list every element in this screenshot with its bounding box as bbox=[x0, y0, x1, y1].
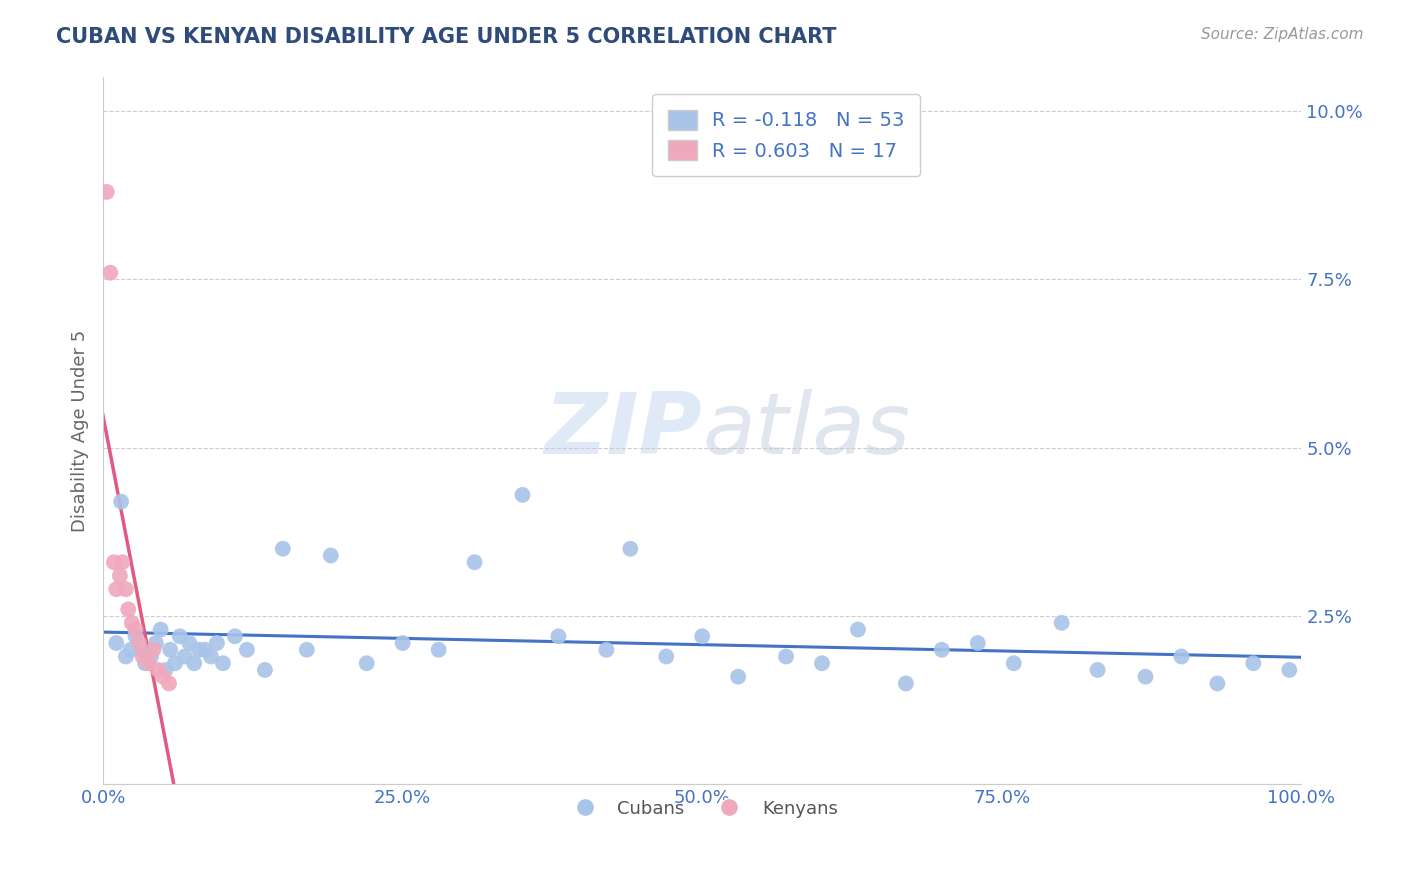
Point bbox=[134, 657, 156, 671]
Point bbox=[966, 636, 988, 650]
Point bbox=[124, 629, 146, 643]
Point bbox=[131, 649, 153, 664]
Point bbox=[108, 568, 131, 582]
Point bbox=[464, 555, 486, 569]
Point bbox=[157, 676, 180, 690]
Point bbox=[120, 642, 142, 657]
Point bbox=[121, 615, 143, 630]
Point bbox=[115, 582, 138, 596]
Point bbox=[117, 602, 139, 616]
Point bbox=[619, 541, 641, 556]
Text: Source: ZipAtlas.com: Source: ZipAtlas.com bbox=[1201, 27, 1364, 42]
Point bbox=[427, 642, 450, 657]
Point bbox=[98, 266, 121, 280]
Point bbox=[1170, 649, 1192, 664]
Point bbox=[224, 629, 246, 643]
Point bbox=[931, 642, 953, 657]
Point bbox=[105, 636, 128, 650]
Point bbox=[253, 663, 276, 677]
Point bbox=[1241, 657, 1264, 671]
Point bbox=[111, 555, 134, 569]
Point bbox=[115, 649, 138, 664]
Point bbox=[512, 488, 534, 502]
Point bbox=[295, 642, 318, 657]
Point bbox=[105, 582, 128, 596]
Point bbox=[138, 657, 160, 671]
Text: atlas: atlas bbox=[702, 390, 910, 473]
Point bbox=[775, 649, 797, 664]
Point bbox=[148, 663, 170, 677]
Legend: Cubans, Kenyans: Cubans, Kenyans bbox=[560, 792, 845, 825]
Point bbox=[124, 623, 146, 637]
Point bbox=[655, 649, 678, 664]
Point bbox=[159, 642, 181, 657]
Point bbox=[690, 629, 713, 643]
Point bbox=[205, 636, 228, 650]
Point bbox=[173, 649, 195, 664]
Point bbox=[236, 642, 259, 657]
Point bbox=[200, 649, 222, 664]
Point bbox=[212, 657, 235, 671]
Point bbox=[129, 642, 152, 657]
Point bbox=[155, 663, 177, 677]
Point bbox=[169, 629, 191, 643]
Point bbox=[110, 494, 132, 508]
Point bbox=[139, 649, 162, 664]
Point bbox=[894, 676, 917, 690]
Point bbox=[356, 657, 378, 671]
Point bbox=[1135, 670, 1157, 684]
Point bbox=[271, 541, 294, 556]
Point bbox=[319, 549, 342, 563]
Point bbox=[811, 657, 834, 671]
Point bbox=[103, 555, 125, 569]
Point bbox=[152, 670, 174, 684]
Point bbox=[179, 636, 201, 650]
Point bbox=[547, 629, 569, 643]
Point bbox=[1087, 663, 1109, 677]
Point bbox=[128, 636, 150, 650]
Point bbox=[391, 636, 413, 650]
Text: CUBAN VS KENYAN DISABILITY AGE UNDER 5 CORRELATION CHART: CUBAN VS KENYAN DISABILITY AGE UNDER 5 C… bbox=[56, 27, 837, 46]
Point bbox=[1206, 676, 1229, 690]
Point bbox=[142, 642, 165, 657]
Point bbox=[1278, 663, 1301, 677]
Point bbox=[163, 657, 186, 671]
Y-axis label: Disability Age Under 5: Disability Age Under 5 bbox=[72, 330, 89, 532]
Point bbox=[188, 642, 211, 657]
Point bbox=[149, 623, 172, 637]
Point bbox=[96, 185, 118, 199]
Point bbox=[846, 623, 869, 637]
Text: ZIP: ZIP bbox=[544, 390, 702, 473]
Point bbox=[1050, 615, 1073, 630]
Point bbox=[1002, 657, 1025, 671]
Point bbox=[183, 657, 205, 671]
Point bbox=[194, 642, 217, 657]
Point bbox=[145, 636, 167, 650]
Point bbox=[595, 642, 617, 657]
Point bbox=[727, 670, 749, 684]
